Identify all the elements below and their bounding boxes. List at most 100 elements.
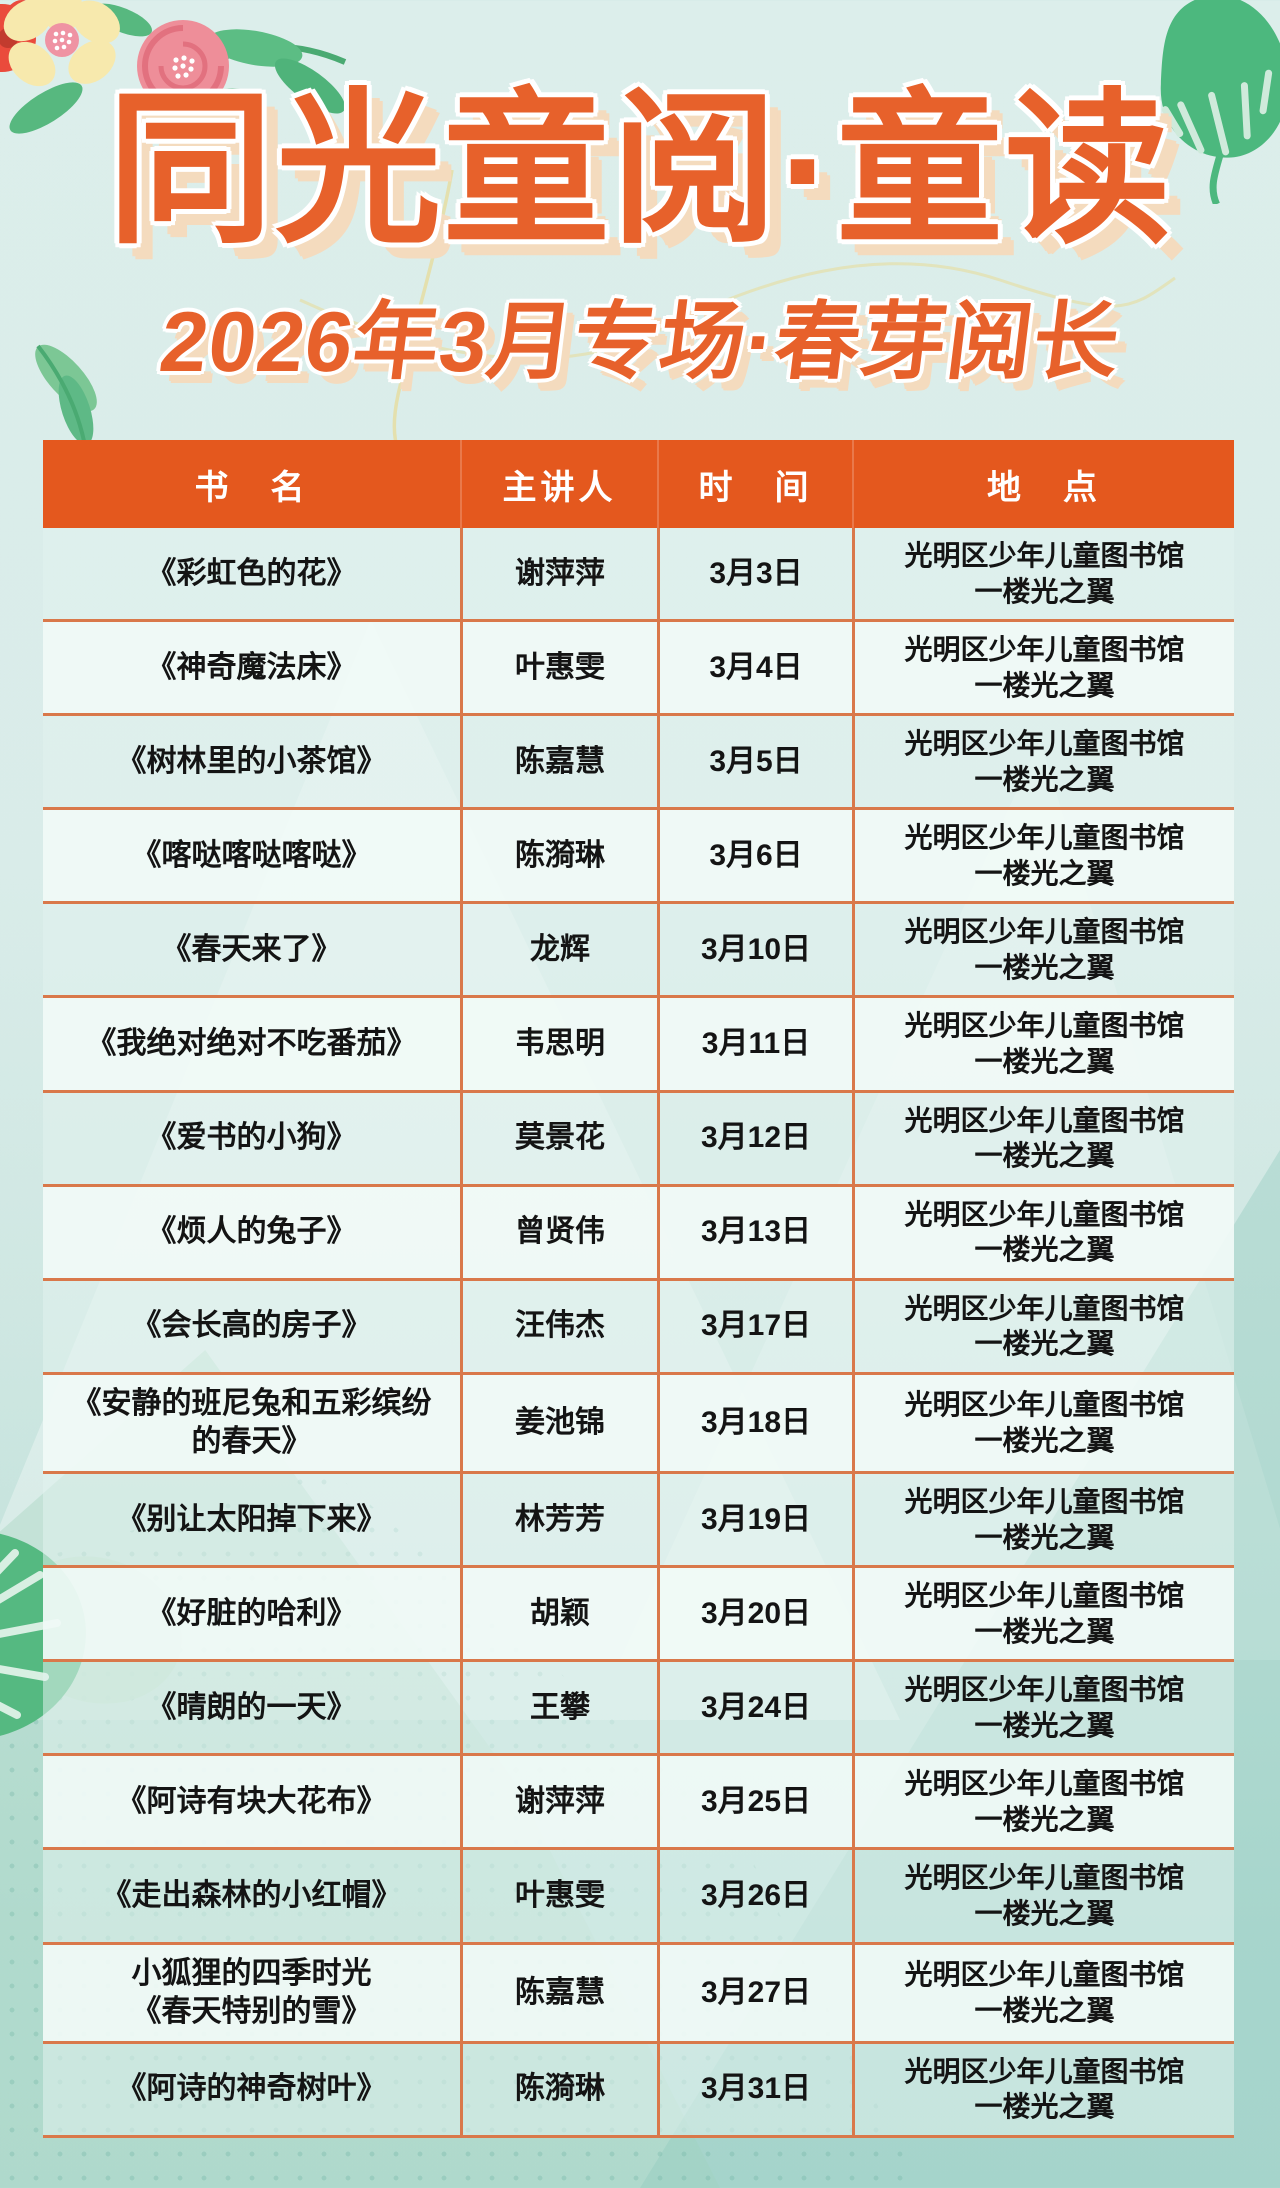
table-row: 《神奇魔法床》 叶惠雯 3月4日 光明区少年儿童图书馆 一楼光之翼 [43,619,1234,714]
book-cell: 《爱书的小狗》 [43,1092,460,1184]
table-row: 《走出森林的小红帽》 叶惠雯 3月26日 光明区少年儿童图书馆 一楼光之翼 [43,1847,1234,1942]
table-row: 小狐狸的四季时光 《春天特别的雪》 陈嘉慧 3月27日 光明区少年儿童图书馆 一楼光… [43,1941,1234,2041]
time-cell: 3月17日 [657,1280,852,1372]
table-row: 《喀哒喀哒喀哒》 陈漪琳 3月6日 光明区少年儿童图书馆 一楼光之翼 [43,807,1234,902]
location-cell: 光明区少年儿童图书馆 一楼光之翼 [852,904,1234,996]
location-line-2: 一楼光之翼 [974,1709,1115,1741]
poster-title: 同光童阅·童读 [107,78,1173,263]
location-line-2: 一楼光之翼 [974,857,1115,889]
location-cell: 光明区少年儿童图书馆 一楼光之翼 [852,1186,1234,1278]
book-cell: 《安静的班尼兔和五彩缤纷 的春天》 [43,1374,460,1472]
leaves-icon [9,3,347,134]
speaker-cell: 叶惠雯 [460,1850,657,1942]
location-line-1: 光明区少年儿童图书馆 [904,1292,1185,1324]
location-line-1: 光明区少年儿童图书馆 [904,1959,1185,1991]
time-cell: 3月5日 [657,716,852,808]
book-cell: 《走出森林的小红帽》 [43,1850,460,1942]
small-leaf-icon [35,344,97,445]
location-cell: 光明区少年儿童图书馆 一楼光之翼 [852,528,1234,620]
book-line-1: 《我绝对绝对不吃番茄》 [86,1026,417,1060]
book-cell: 《烦人的兔子》 [43,1186,460,1278]
monstera-leaf-icon [1160,0,1280,204]
speaker-cell: 林芳芳 [460,1474,657,1566]
time-cell: 3月18日 [657,1374,852,1472]
table-header-row: 书 名 主讲人 时 间 地 点 [43,440,1234,528]
book-line-1: 《烦人的兔子》 [146,1215,357,1249]
location-line-1: 光明区少年儿童图书馆 [904,1486,1185,1518]
location-line-2: 一楼光之翼 [974,1140,1115,1172]
book-line-1: 《别让太阳掉下来》 [116,1502,387,1536]
book-line-2: 《春天特别的雪》 [131,1994,372,2028]
speaker-cell: 曾贤伟 [460,1186,657,1278]
book-line-1: 《树林里的小茶馆》 [116,744,387,778]
location-line-1: 光明区少年儿童图书馆 [904,728,1185,760]
table-row: 《阿诗的神奇树叶》 陈漪琳 3月31日 光明区少年儿童图书馆 一楼光之翼 [43,2040,1234,2135]
time-cell: 3月3日 [657,528,852,620]
speaker-cell: 谢萍萍 [460,1756,657,1848]
table-row: 《阿诗有块大花布》 谢萍萍 3月25日 光明区少年儿童图书馆 一楼光之翼 [43,1753,1234,1848]
book-cell: 《晴朗的一天》 [43,1662,460,1754]
location-line-1: 光明区少年儿童图书馆 [904,1580,1185,1612]
location-cell: 光明区少年儿童图书馆 一楼光之翼 [852,1374,1234,1472]
book-cell: 《别让太阳掉下来》 [43,1474,460,1566]
table-row: 《爱书的小狗》 莫景花 3月12日 光明区少年儿童图书馆 一楼光之翼 [43,1089,1234,1184]
location-line-2: 一楼光之翼 [974,1234,1115,1266]
speaker-cell: 胡颖 [460,1568,657,1660]
location-line-1: 光明区少年儿童图书馆 [904,1010,1185,1042]
book-cell: 《春天来了》 [43,904,460,996]
table-row: 《树林里的小茶馆》 陈嘉慧 3月5日 光明区少年儿童图书馆 一楼光之翼 [43,713,1234,808]
speaker-cell: 陈漪琳 [460,2043,657,2135]
time-cell: 3月31日 [657,2043,852,2135]
location-line-2: 一楼光之翼 [974,1615,1115,1647]
location-cell: 光明区少年儿童图书馆 一楼光之翼 [852,1850,1234,1942]
header-time: 时 间 [657,440,852,528]
location-line-1: 光明区少年儿童图书馆 [904,1389,1185,1421]
table-row: 《好脏的哈利》 胡颖 3月20日 光明区少年儿童图书馆 一楼光之翼 [43,1565,1234,1660]
book-cell: 《彩虹色的花》 [43,528,460,620]
time-cell: 3月6日 [657,810,852,902]
book-cell: 小狐狸的四季时光 《春天特别的雪》 [43,1944,460,2041]
speaker-cell: 叶惠雯 [460,622,657,714]
table-row: 《晴朗的一天》 王攀 3月24日 光明区少年儿童图书馆 一楼光之翼 [43,1659,1234,1754]
location-cell: 光明区少年儿童图书馆 一楼光之翼 [852,1756,1234,1848]
time-cell: 3月27日 [657,1944,852,2041]
location-line-2: 一楼光之翼 [974,763,1115,795]
speaker-cell: 汪伟杰 [460,1280,657,1372]
table-row: 《春天来了》 龙辉 3月10日 光明区少年儿童图书馆 一楼光之翼 [43,901,1234,996]
location-cell: 光明区少年儿童图书馆 一楼光之翼 [852,2043,1234,2135]
speaker-cell: 陈漪琳 [460,810,657,902]
book-cell: 《树林里的小茶馆》 [43,716,460,808]
poster-subtitle: 2026年3月专场·春芽阅长 [154,295,1126,390]
book-line-1: 《春天来了》 [161,932,342,966]
location-line-1: 光明区少年儿童图书馆 [904,1674,1185,1706]
location-line-2: 一楼光之翼 [974,1328,1115,1360]
book-cell: 《阿诗有块大花布》 [43,1756,460,1848]
table-row: 《别让太阳掉下来》 林芳芳 3月19日 光明区少年儿童图书馆 一楼光之翼 [43,1471,1234,1566]
header-location: 地 点 [852,440,1234,528]
time-cell: 3月26日 [657,1850,852,1942]
speaker-cell: 陈嘉慧 [460,1944,657,2041]
location-line-2: 一楼光之翼 [974,951,1115,983]
location-line-2: 一楼光之翼 [974,2091,1115,2123]
header-speaker: 主讲人 [460,440,657,528]
location-cell: 光明区少年儿童图书馆 一楼光之翼 [852,1474,1234,1566]
table-row: 《安静的班尼兔和五彩缤纷 的春天》 姜池锦 3月18日 光明区少年儿童图书馆 一楼光… [43,1371,1234,1472]
table-row: 《彩虹色的花》 谢萍萍 3月3日 光明区少年儿童图书馆 一楼光之翼 [43,528,1234,620]
location-line-2: 一楼光之翼 [974,1521,1115,1553]
location-line-1: 光明区少年儿童图书馆 [904,2055,1185,2087]
location-line-2: 一楼光之翼 [974,669,1115,701]
speaker-cell: 龙辉 [460,904,657,996]
speaker-cell: 王攀 [460,1662,657,1754]
time-cell: 3月12日 [657,1092,852,1184]
location-line-2: 一楼光之翼 [974,1424,1115,1456]
table-row: 《会长高的房子》 汪伟杰 3月17日 光明区少年儿童图书馆 一楼光之翼 [43,1277,1234,1372]
speaker-cell: 谢萍萍 [460,528,657,620]
book-line-1: 《喀哒喀哒喀哒》 [131,838,372,872]
book-line-1: 《神奇魔法床》 [146,650,357,684]
book-line-2: 的春天》 [191,1424,312,1458]
time-cell: 3月10日 [657,904,852,996]
location-cell: 光明区少年儿童图书馆 一楼光之翼 [852,1662,1234,1754]
location-line-2: 一楼光之翼 [974,1994,1115,2026]
time-cell: 3月24日 [657,1662,852,1754]
